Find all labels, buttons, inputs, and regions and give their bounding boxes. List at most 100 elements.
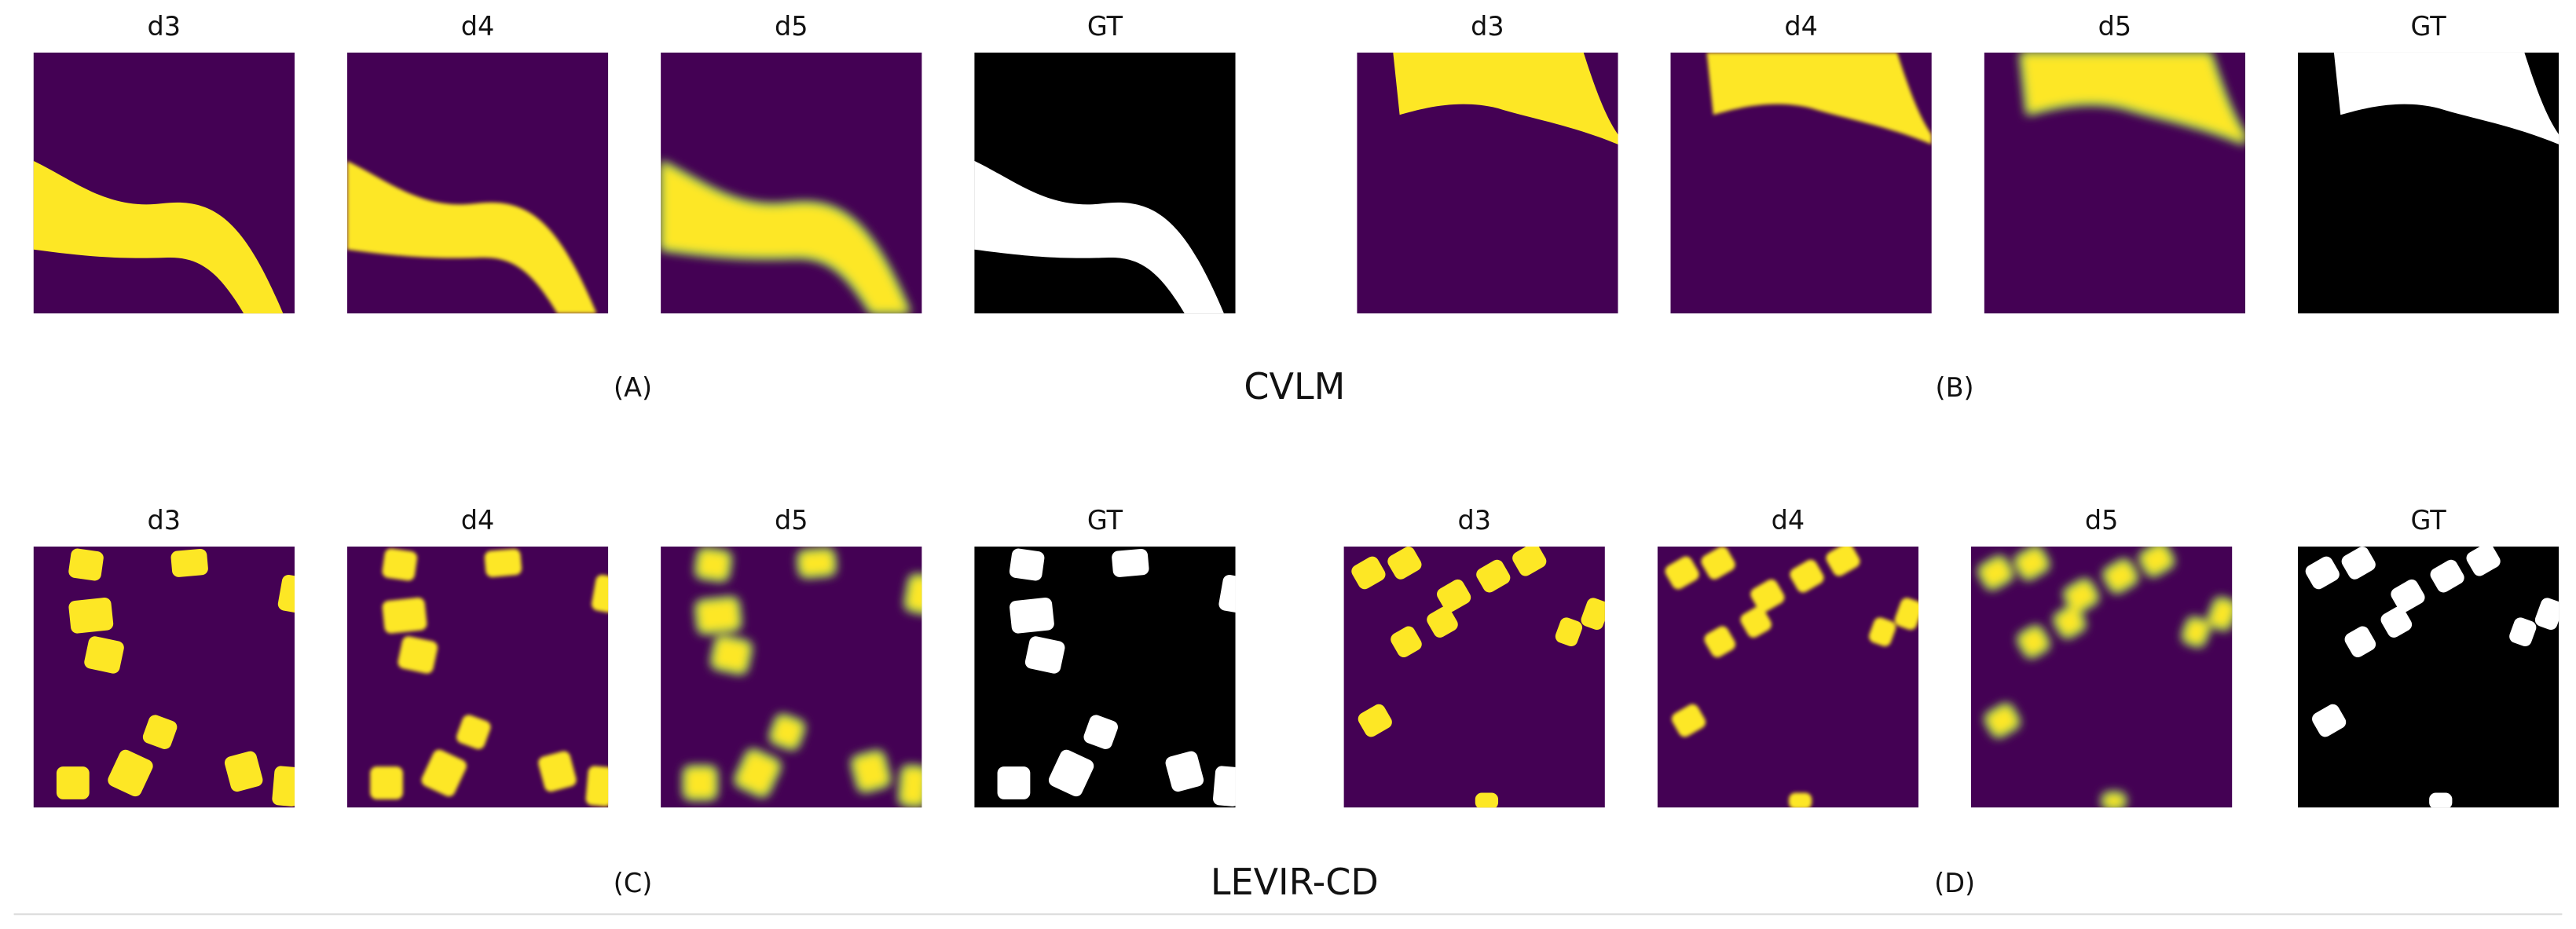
group-label: (B) <box>1936 372 1974 403</box>
blob <box>1112 548 1149 577</box>
panel-image <box>1657 547 1919 808</box>
blob <box>695 548 731 581</box>
blob <box>1009 548 1045 581</box>
blob-group <box>1393 52 1618 144</box>
blob <box>585 766 609 806</box>
blob <box>277 575 295 614</box>
blob <box>2380 606 2413 638</box>
panel-image <box>1343 547 1605 808</box>
blob <box>2139 547 2174 576</box>
blob <box>735 749 781 797</box>
blob <box>224 751 263 792</box>
panel-title: d5 <box>775 11 808 42</box>
blob <box>1706 52 1932 144</box>
blob-group <box>997 548 1236 806</box>
panel-background <box>1970 547 2233 808</box>
panel-background <box>1657 547 1919 808</box>
group-label: (C) <box>614 868 652 898</box>
blob <box>1788 792 1812 808</box>
blob <box>2429 792 2453 808</box>
blob <box>1985 704 2020 737</box>
panel-title: d3 <box>1471 11 1504 42</box>
panel-image <box>33 547 295 808</box>
blob-group <box>1978 547 2233 808</box>
blob <box>1701 547 1735 580</box>
panel-image <box>346 547 609 808</box>
panel-image <box>1970 547 2233 808</box>
blob <box>2430 559 2464 593</box>
blob-group <box>1665 547 1919 808</box>
blob <box>2208 598 2233 631</box>
blob <box>711 636 752 674</box>
blob <box>2305 556 2340 590</box>
panel-background <box>2297 547 2560 808</box>
blob <box>661 160 911 314</box>
group-label: (A) <box>614 372 652 403</box>
blob <box>1750 579 1785 613</box>
panel-title: d5 <box>775 505 808 536</box>
blob <box>1213 766 1236 806</box>
blob <box>1387 547 1422 580</box>
blob <box>2020 52 2246 144</box>
blob <box>2391 579 2425 613</box>
blob <box>2534 598 2560 631</box>
blob <box>1671 704 1706 737</box>
blob <box>1024 636 1065 674</box>
blob <box>398 636 438 674</box>
panel-image <box>974 52 1236 314</box>
blob-group <box>346 160 597 314</box>
panel-title: d3 <box>148 11 181 42</box>
blob <box>905 575 922 614</box>
blob <box>1010 597 1054 634</box>
panel-title: GT <box>2411 11 2447 42</box>
panel-image <box>974 547 1236 808</box>
blob <box>695 597 741 634</box>
panel-image <box>1357 52 1618 314</box>
blob <box>1437 579 1471 613</box>
blob-group <box>974 160 1224 314</box>
blob <box>370 766 403 799</box>
blob <box>1978 556 2013 590</box>
blob <box>2341 547 2376 580</box>
blob <box>2312 704 2347 737</box>
panel-image <box>33 52 295 314</box>
blob <box>683 766 717 799</box>
blob <box>1790 559 1824 593</box>
blob <box>382 597 427 634</box>
blob <box>2014 547 2049 580</box>
blob <box>2017 626 2050 658</box>
blob <box>1391 626 1422 658</box>
blob <box>170 548 208 577</box>
blob <box>1048 749 1094 797</box>
blob <box>2182 617 2210 647</box>
blob <box>2509 617 2537 647</box>
panel-title: GT <box>1087 505 1123 536</box>
panel-image <box>1670 52 1932 314</box>
blob-group <box>1351 547 1605 808</box>
blob <box>484 548 522 577</box>
blob <box>1218 575 1236 614</box>
blob-group <box>683 548 922 806</box>
blob <box>1393 52 1618 144</box>
blob <box>1427 606 1458 638</box>
blob-group <box>2333 52 2560 144</box>
blob <box>2103 559 2138 593</box>
blob-group <box>33 160 284 314</box>
blob <box>1869 617 1896 647</box>
blob <box>1740 606 1772 638</box>
blob <box>2344 626 2376 658</box>
blob <box>1476 559 1511 593</box>
panel-title: d5 <box>2085 505 2119 536</box>
panel-title: d4 <box>1772 505 1805 536</box>
panel-title: d4 <box>461 505 495 536</box>
blob-group <box>1706 52 1932 144</box>
panel-title: d3 <box>148 505 181 536</box>
panel-title: GT <box>2411 505 2447 536</box>
blob-group <box>2020 52 2246 144</box>
panel-title: d3 <box>1457 505 1491 536</box>
panel-background <box>1343 547 1605 808</box>
blob <box>84 636 124 674</box>
panel-title: d4 <box>1784 11 1818 42</box>
blob <box>1826 547 1860 576</box>
